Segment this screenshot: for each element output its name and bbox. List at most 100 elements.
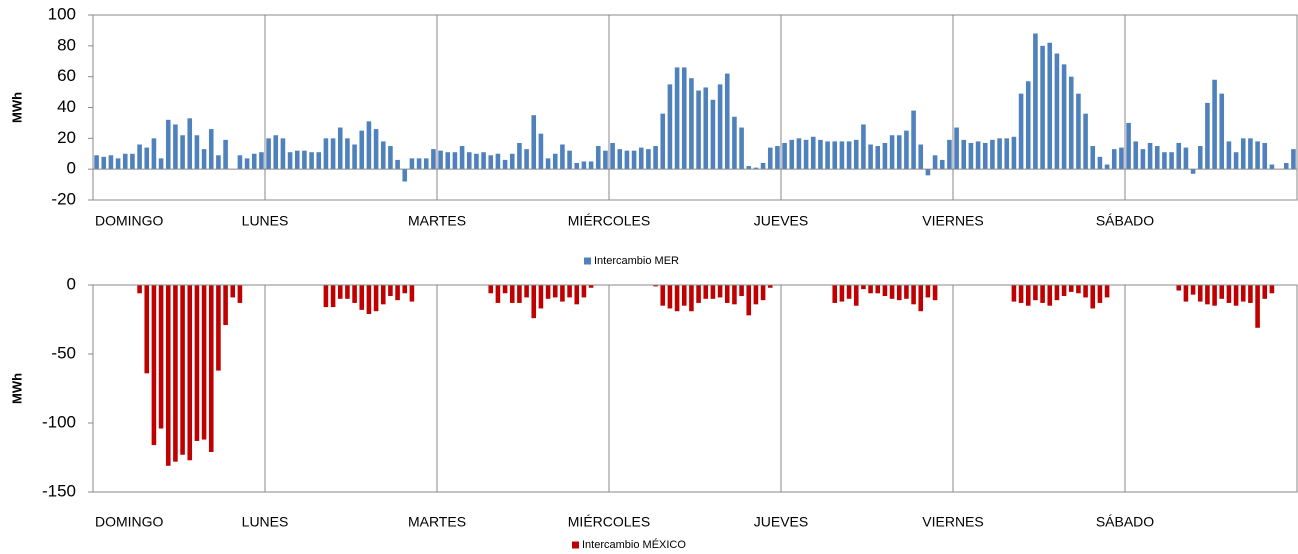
bar xyxy=(1176,142,1182,170)
bar xyxy=(653,285,658,287)
x-tick-label: LUNES xyxy=(242,213,289,229)
bar xyxy=(502,159,508,170)
bar xyxy=(724,73,730,170)
bar xyxy=(574,163,580,170)
bar xyxy=(380,285,386,305)
bar xyxy=(173,124,178,170)
bar xyxy=(1033,33,1038,170)
bar xyxy=(753,285,759,305)
bar xyxy=(1269,164,1275,170)
bar xyxy=(839,285,845,302)
bar xyxy=(158,158,164,170)
bar xyxy=(703,285,709,299)
bar xyxy=(373,129,379,170)
bar xyxy=(904,130,909,170)
bar xyxy=(1126,122,1131,170)
y-tick-label: 60 xyxy=(57,66,76,85)
bar xyxy=(187,118,193,170)
legend-swatch xyxy=(572,541,579,549)
bar xyxy=(911,110,916,170)
bar xyxy=(1018,285,1024,303)
x-tick-label: VIERNES xyxy=(922,514,983,530)
bar xyxy=(689,78,694,170)
bar xyxy=(474,153,479,170)
bar xyxy=(94,155,99,170)
bar xyxy=(760,285,766,301)
bar xyxy=(646,149,651,170)
bar xyxy=(531,285,537,319)
bar xyxy=(732,116,737,170)
bar xyxy=(588,161,594,170)
bar xyxy=(732,285,737,305)
bar xyxy=(832,285,838,303)
bar xyxy=(839,141,845,170)
bar xyxy=(1004,138,1010,170)
bar xyxy=(294,150,300,170)
bar xyxy=(223,139,228,170)
bar xyxy=(1061,64,1067,170)
bar xyxy=(1061,285,1067,297)
bar xyxy=(667,285,673,309)
bar xyxy=(230,285,236,298)
bar xyxy=(395,159,400,170)
bar xyxy=(567,150,572,170)
bar xyxy=(115,158,121,170)
bar xyxy=(1104,285,1110,298)
bar xyxy=(997,138,1002,170)
x-tick-label: MIÉRCOLES xyxy=(568,213,650,229)
bar xyxy=(911,285,916,305)
bar xyxy=(423,158,429,170)
bar xyxy=(703,87,709,170)
bar xyxy=(517,142,522,170)
bar xyxy=(144,285,150,374)
bar xyxy=(638,147,644,170)
bar xyxy=(1076,285,1081,294)
bar xyxy=(316,152,322,170)
bar xyxy=(180,135,185,170)
bar xyxy=(388,146,393,170)
bar xyxy=(861,285,866,290)
bar xyxy=(717,84,723,170)
bar xyxy=(947,139,952,170)
bar xyxy=(531,115,537,170)
bar xyxy=(208,285,214,452)
bar xyxy=(882,142,888,170)
bar xyxy=(1162,152,1167,170)
bar xyxy=(223,285,228,326)
bar xyxy=(1133,141,1139,170)
x-tick-label: DOMINGO xyxy=(95,213,164,229)
bar xyxy=(459,146,465,170)
bar xyxy=(416,158,422,170)
bar xyxy=(488,155,494,170)
y-tick-label: 20 xyxy=(57,128,76,147)
bar xyxy=(746,166,752,170)
bar xyxy=(595,146,601,170)
bar xyxy=(552,285,558,298)
bar xyxy=(560,144,565,170)
bar xyxy=(151,285,157,446)
bar xyxy=(194,285,200,441)
bar xyxy=(739,285,744,297)
bar xyxy=(323,285,329,308)
bar xyxy=(1033,285,1038,301)
x-tick-label: MARTES xyxy=(408,213,466,229)
bar xyxy=(517,285,522,303)
bar xyxy=(395,285,400,301)
bar xyxy=(545,158,551,170)
bar xyxy=(1197,146,1203,170)
bar xyxy=(1226,141,1232,170)
bar xyxy=(373,285,379,312)
bar xyxy=(882,285,888,297)
bar xyxy=(610,142,615,170)
bar xyxy=(667,84,673,170)
bar xyxy=(1090,285,1096,309)
plot-frame xyxy=(92,14,1298,201)
bar xyxy=(359,285,365,310)
bar xyxy=(237,285,243,303)
bar xyxy=(803,139,809,170)
bar xyxy=(130,153,135,170)
bar xyxy=(359,130,365,170)
bar xyxy=(567,285,572,298)
bar xyxy=(216,155,221,170)
